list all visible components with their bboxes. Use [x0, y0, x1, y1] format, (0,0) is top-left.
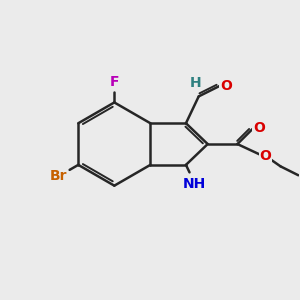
Text: NH: NH: [183, 177, 206, 191]
Text: H: H: [190, 76, 202, 90]
Text: F: F: [110, 75, 119, 88]
Text: O: O: [220, 79, 232, 93]
Text: O: O: [260, 149, 272, 163]
Text: Br: Br: [50, 169, 68, 183]
Text: O: O: [253, 121, 265, 135]
